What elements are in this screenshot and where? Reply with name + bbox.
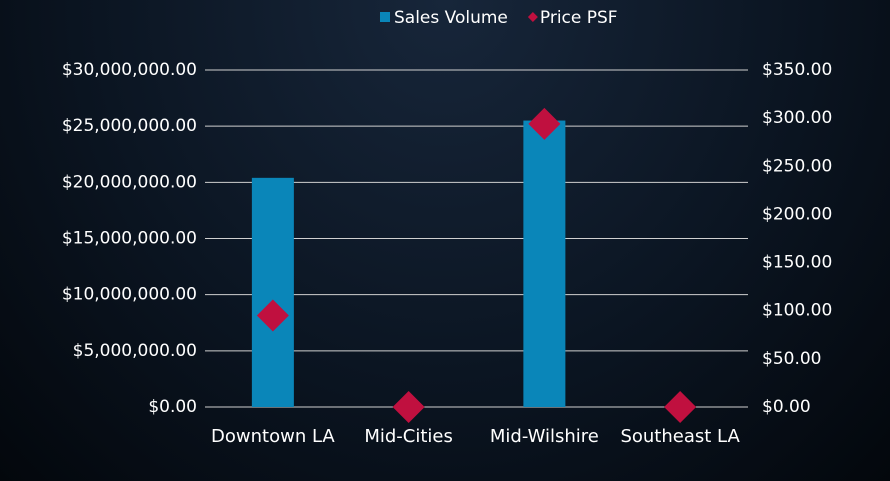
y2-tick-label: $300.00	[762, 108, 832, 128]
y-tick-label: $20,000,000.00	[62, 172, 197, 192]
y2-tick-label: $250.00	[762, 156, 832, 176]
y-tick-label: $10,000,000.00	[62, 285, 197, 305]
bar	[523, 120, 566, 408]
y-tick-label: $25,000,000.00	[62, 116, 197, 136]
x-tick-label: Downtown LA	[211, 426, 335, 447]
y2-tick-label: $0.00	[762, 397, 811, 417]
diamond-marker	[256, 299, 289, 332]
y-tick-label: $5,000,000.00	[73, 341, 197, 361]
y2-tick-label: $50.00	[762, 349, 821, 369]
y-tick-label: $0.00	[148, 397, 197, 417]
legend-label: Sales Volume	[394, 8, 508, 28]
bar	[251, 177, 294, 407]
x-tick-label: Mid-Wilshire	[489, 426, 599, 447]
legend-marker	[380, 12, 390, 22]
y-tick-label: $30,000,000.00	[62, 60, 197, 80]
y-tick-label: $15,000,000.00	[62, 229, 197, 249]
y2-tick-label: $200.00	[762, 204, 832, 224]
legend-label: Price PSF	[540, 8, 618, 28]
diamond-marker	[664, 391, 697, 423]
y2-tick-label: $150.00	[762, 253, 832, 273]
legend-marker	[527, 12, 538, 22]
diamond-marker	[528, 107, 561, 140]
y2-tick-label: $100.00	[762, 301, 832, 321]
x-tick-label: Mid-Cities	[364, 426, 453, 447]
diamond-marker	[392, 391, 425, 423]
x-tick-label: Southeast LA	[620, 426, 740, 447]
y2-tick-label: $350.00	[762, 60, 832, 80]
